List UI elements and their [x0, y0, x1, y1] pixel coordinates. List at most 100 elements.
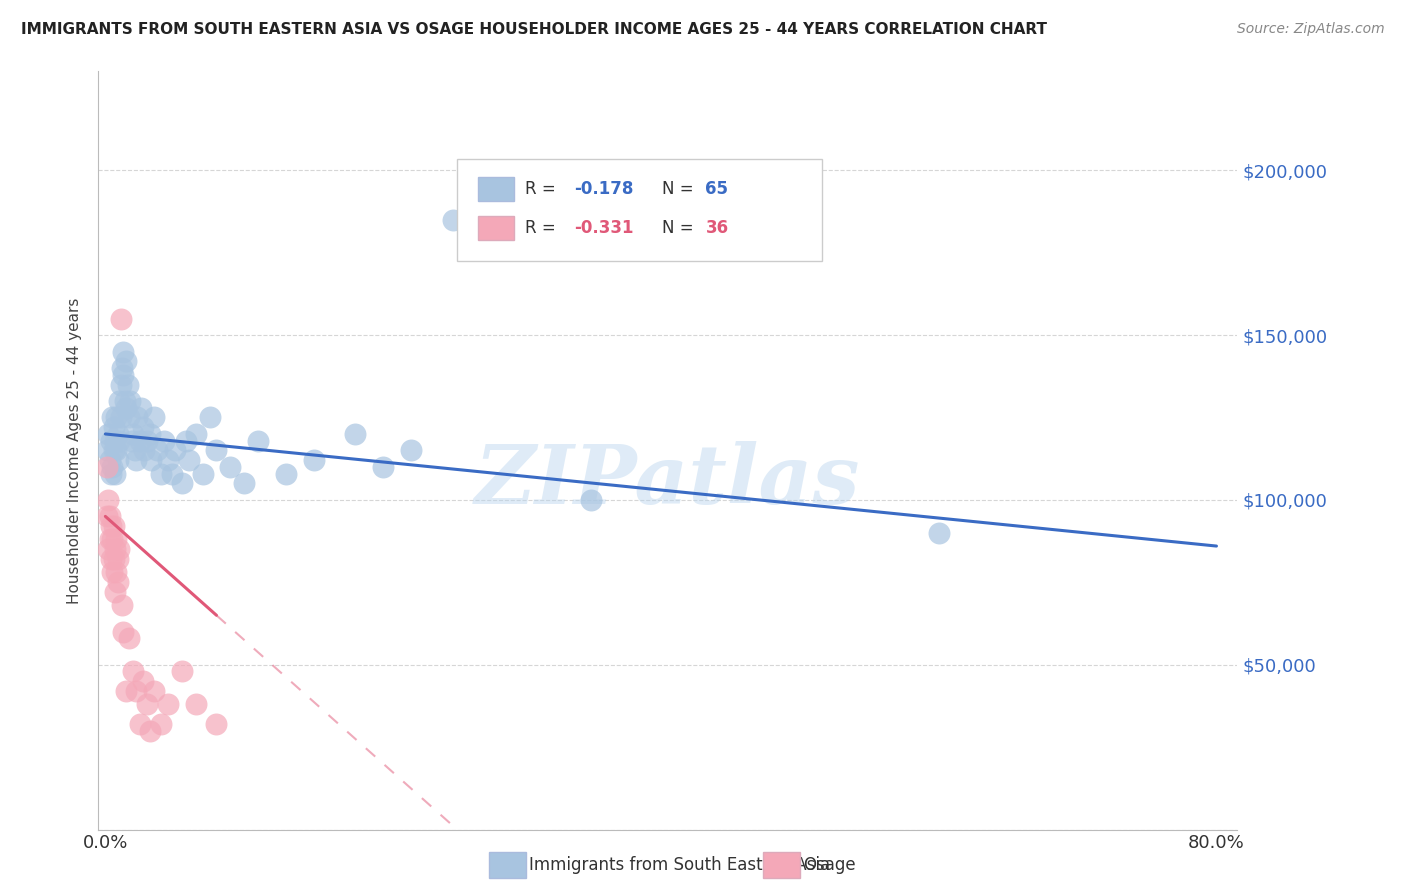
Point — [96, 443, 118, 458]
Point — [115, 684, 138, 698]
Point — [149, 717, 172, 731]
Point — [247, 434, 270, 448]
Point — [143, 684, 166, 698]
Point — [198, 410, 221, 425]
Point — [101, 410, 124, 425]
Point — [125, 684, 148, 698]
Point — [100, 467, 122, 481]
Point — [143, 410, 166, 425]
Point — [928, 525, 950, 540]
Point — [96, 509, 118, 524]
Point — [96, 459, 118, 474]
Point — [114, 394, 136, 409]
Point — [110, 377, 132, 392]
Point — [399, 443, 422, 458]
Point — [103, 519, 125, 533]
Point — [101, 566, 124, 580]
Point — [139, 427, 162, 442]
Text: Source: ZipAtlas.com: Source: ZipAtlas.com — [1237, 22, 1385, 37]
Point — [98, 453, 121, 467]
Point — [104, 585, 127, 599]
Point — [132, 420, 155, 434]
Point — [134, 443, 156, 458]
Point — [103, 420, 125, 434]
Text: Immigrants from South Eastern Asia: Immigrants from South Eastern Asia — [529, 856, 830, 874]
Point — [156, 453, 179, 467]
Point — [107, 427, 129, 442]
FancyBboxPatch shape — [478, 177, 515, 201]
Point — [191, 467, 214, 481]
Point — [100, 519, 122, 533]
Point — [170, 476, 193, 491]
Text: 65: 65 — [706, 180, 728, 198]
Point — [108, 542, 131, 557]
Point — [118, 632, 141, 646]
Point — [115, 354, 138, 368]
Point — [127, 410, 149, 425]
Point — [302, 453, 325, 467]
Point — [115, 401, 138, 415]
Point — [441, 212, 464, 227]
Point — [120, 394, 142, 409]
Text: -0.331: -0.331 — [575, 219, 634, 237]
Point — [98, 509, 121, 524]
Point — [174, 434, 197, 448]
Point — [117, 377, 139, 392]
Point — [139, 723, 162, 738]
Point — [97, 427, 120, 442]
Text: R =: R = — [526, 219, 561, 237]
Point — [344, 427, 367, 442]
Point — [111, 599, 134, 613]
Point — [132, 674, 155, 689]
Point — [98, 533, 121, 547]
Point — [110, 311, 132, 326]
Point — [118, 410, 141, 425]
Point — [105, 533, 128, 547]
Text: ZIPatlas: ZIPatlas — [475, 441, 860, 521]
Point — [124, 443, 146, 458]
Text: Osage: Osage — [803, 856, 855, 874]
Point — [219, 459, 242, 474]
Point — [97, 492, 120, 507]
Point — [101, 459, 124, 474]
Point — [184, 698, 207, 712]
FancyBboxPatch shape — [457, 159, 821, 260]
Point — [108, 394, 131, 409]
Point — [160, 467, 183, 481]
Point — [163, 443, 186, 458]
Point — [149, 467, 172, 481]
Point — [104, 467, 127, 481]
Point — [205, 443, 228, 458]
Point — [145, 443, 167, 458]
Point — [141, 453, 163, 467]
Text: IMMIGRANTS FROM SOUTH EASTERN ASIA VS OSAGE HOUSEHOLDER INCOME AGES 25 - 44 YEAR: IMMIGRANTS FROM SOUTH EASTERN ASIA VS OS… — [21, 22, 1047, 37]
Point — [129, 717, 152, 731]
Point — [112, 344, 135, 359]
Point — [122, 427, 145, 442]
Point — [100, 434, 122, 448]
Point — [233, 476, 256, 491]
Text: 36: 36 — [706, 219, 728, 237]
Point — [205, 717, 228, 731]
Text: N =: N = — [662, 219, 699, 237]
Point — [97, 542, 120, 557]
Point — [121, 434, 143, 448]
Point — [110, 410, 132, 425]
Point — [131, 401, 153, 415]
Point — [103, 443, 125, 458]
Point — [105, 443, 128, 458]
Y-axis label: Householder Income Ages 25 - 44 years: Householder Income Ages 25 - 44 years — [67, 297, 83, 604]
FancyBboxPatch shape — [478, 216, 515, 241]
Point — [125, 453, 148, 467]
Point — [170, 665, 193, 679]
Point — [371, 459, 394, 474]
Point — [100, 552, 122, 566]
Point — [122, 665, 145, 679]
Text: -0.178: -0.178 — [575, 180, 634, 198]
Point — [136, 434, 159, 448]
Point — [108, 434, 131, 448]
Point — [152, 434, 174, 448]
Point — [104, 542, 127, 557]
Point — [274, 467, 297, 481]
Text: N =: N = — [662, 180, 699, 198]
